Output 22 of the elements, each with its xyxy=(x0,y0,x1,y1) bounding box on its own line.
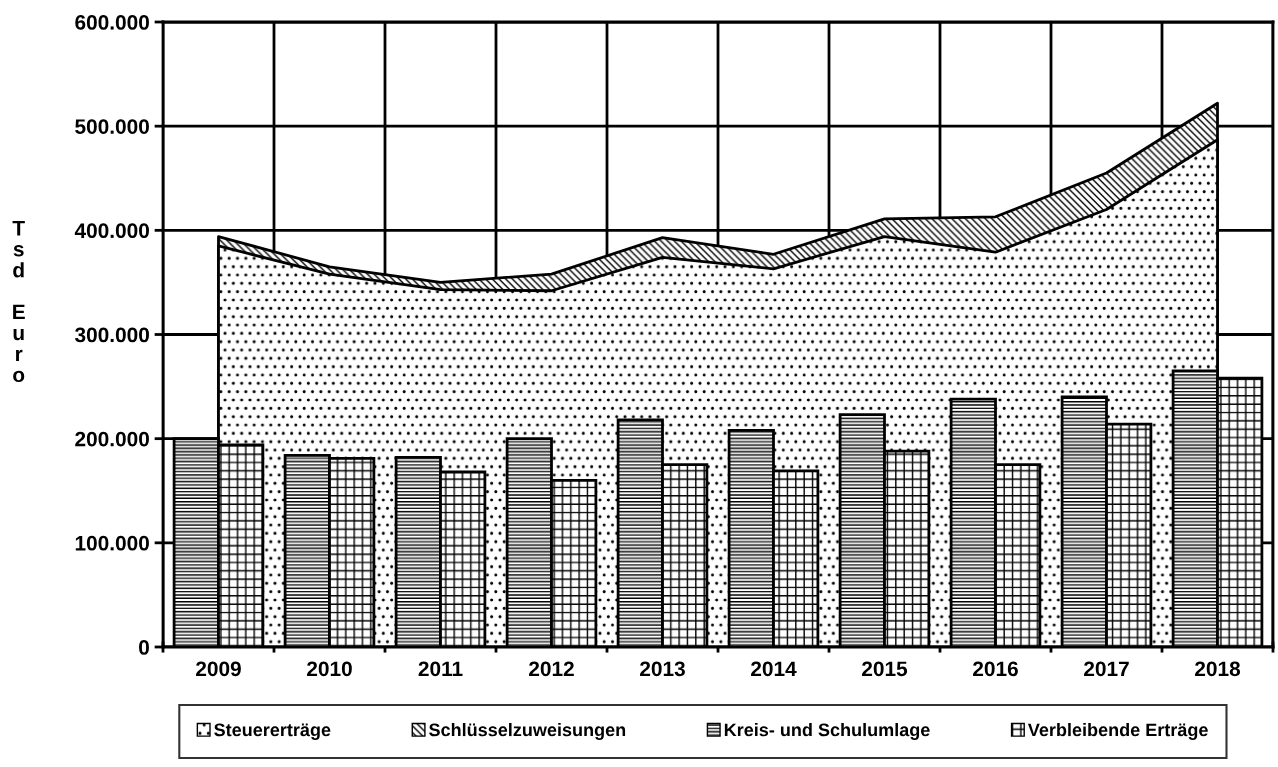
legend-label: Kreis- und Schulumlage xyxy=(724,723,930,740)
y-tick-label: 300.000 xyxy=(74,327,149,343)
y-tick-label: 600.000 xyxy=(75,15,149,30)
text: Tsd Euro xyxy=(12,221,25,383)
x-tick-label: 2018 xyxy=(1195,661,1241,677)
y-tick-label: 200.000 xyxy=(75,431,149,447)
x-tick-label: 2012 xyxy=(529,661,574,677)
x-tick-label: 2014 xyxy=(751,661,797,677)
x-tick-label: 2009 xyxy=(196,661,241,677)
x-tick-label: 2011 xyxy=(418,661,463,677)
legend-label: Steuererträge xyxy=(214,723,331,740)
y-tick-label: 400.000 xyxy=(74,223,149,239)
y-tick-label: 500.000 xyxy=(75,119,149,134)
y-tick-label: 100.000 xyxy=(75,535,149,551)
legend-label: Verbleibende Erträge xyxy=(1027,723,1208,740)
y-tick-label: 0 xyxy=(139,640,149,655)
x-tick-label: 2013 xyxy=(640,661,685,677)
x-tick-label: 2015 xyxy=(862,661,908,677)
x-tick-label: 2017 xyxy=(1084,661,1129,677)
legend-label: Schlüsselzuweisungen xyxy=(429,723,626,740)
x-tick-label: 2016 xyxy=(973,661,1018,677)
x-tick-label: 2010 xyxy=(307,661,352,677)
